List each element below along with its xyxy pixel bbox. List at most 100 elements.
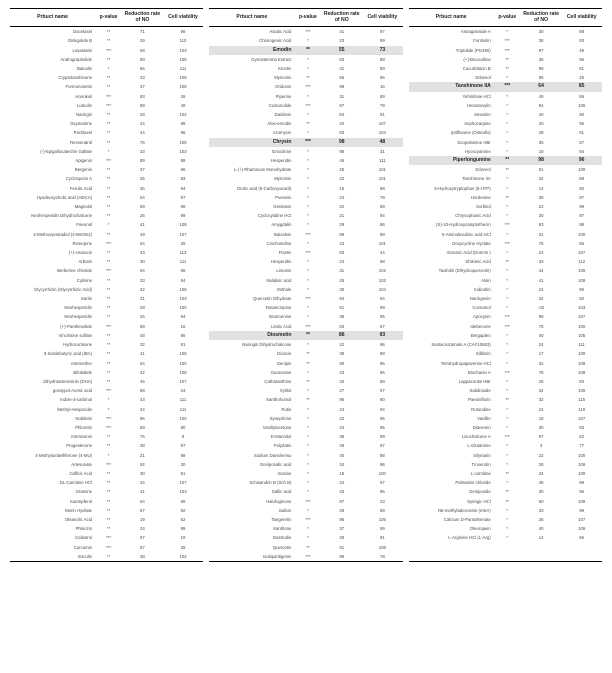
table-row: (+)-Bicuculline**3596 [409,55,602,64]
cell-pv: ** [95,359,122,368]
cell-cv: 112 [561,257,602,266]
cell-name: Triptolide (PG490) [409,46,494,55]
cell-rr: 22 [321,414,362,423]
cell-name: Idebenone [409,322,494,331]
cell-pv: ** [494,193,521,202]
cell-pv: * [294,285,321,294]
cell-pv: ** [494,165,521,174]
cell-pv: ** [95,55,122,64]
table-row: Costunolide***9779 [209,101,402,110]
cell-cv: 96 [362,340,403,349]
header-cv: Cell viability [561,9,602,27]
table-row: Glycyrrhizin (Glycyrrhizic Acid)**32106 [10,285,203,294]
table-row: Salicin*2989 [209,506,402,515]
cell-cv: 24 [163,386,204,395]
cell-rr: 94 [521,101,562,110]
table-row: Cucurbitacin B**9881 [409,64,602,73]
cell-cv: 88 [163,156,204,165]
table-row: Baicalin*66111 [10,64,203,73]
cell-rr: 29 [321,506,362,515]
cell-rr: 88 [122,386,163,395]
cell-name: Berberine chloride [10,266,95,275]
table-row: Halofuginone***9723 [209,497,402,506]
cell-rr: 24 [122,524,163,533]
cell-cv: 110 [163,36,204,45]
table-row: Andrographolide**90106 [10,55,203,64]
cell-pv: * [294,432,321,441]
cell-pv: * [494,506,521,515]
cell-rr: 54 [122,193,163,202]
table-row: Oridonin***9816 [209,82,402,91]
table-row: Daidzein*5491 [209,110,402,119]
cell-rr: 35 [122,174,163,183]
cell-name: Apocynin [409,312,494,321]
table-row: Hesperidin*46111 [209,156,402,165]
cell-name: Osthole [209,285,294,294]
cell-rr: 30 [521,423,562,432]
table-row: Osthole*30104 [209,285,402,294]
cell-rr: 32 [521,359,562,368]
cell-cv: 44 [362,248,403,257]
cell-pv: * [294,174,321,183]
cell-rr: 35 [521,55,562,64]
cell-rr: 31 [521,230,562,239]
table-row: Vanillylacetone*4495 [209,423,402,432]
cell-cv: 86 [561,239,602,248]
cell-rr: 43 [321,368,362,377]
cell-cv: 105 [561,331,602,340]
table-row: Naringin**28102 [10,110,203,119]
table-row: Catharanthine**4089 [209,377,402,386]
cell-rr: 21 [122,294,163,303]
cell-pv: * [294,239,321,248]
cell-name: Hyodeoxycholic acid (HDCA) [10,193,95,202]
cell-name: Scopolamine HBr [409,138,494,147]
cell-pv: * [294,128,321,137]
cell-cv: 99 [561,506,602,515]
cell-name: Icariin [10,294,95,303]
table-row: Syringic HCl**60109 [409,497,602,506]
cell-cv: 89 [362,377,403,386]
cell-cv: 107 [561,414,602,423]
table-row: L-Glutamine*377 [409,441,602,450]
cell-name: Calcium D-Pantothenate [409,515,494,524]
cell-pv: * [294,487,321,496]
cell-rr: 34 [521,294,562,303]
cell-name: Geniposidic acid [209,460,294,469]
cell-cv: 96 [362,487,403,496]
table-row: Polydatin*4897 [209,441,402,450]
cell-cv: 99 [362,36,403,45]
cell-name: Genistein [209,202,294,211]
table-row: Litolic Acid***8387 [209,322,402,331]
cell-pv: ** [95,524,122,533]
cell-name: Hesperidin [209,257,294,266]
cell-name: Vanillylacetone [209,423,294,432]
cell-name: Asiatic Acid [209,27,294,37]
cell-name: Lappaconite HBr [409,377,494,386]
cell-rr: 98 [321,147,362,156]
cell-pv: *** [95,543,122,552]
cell-cv: 109 [561,386,602,395]
cell-cv: 48 [163,101,204,110]
cell-pv: ** [95,340,122,349]
cell-cv: 94 [163,184,204,193]
table-row: Forskolin***3893 [409,36,602,45]
table-row: Troxerutin*28106 [409,460,602,469]
cell-cv: 94 [163,312,204,321]
cell-rr: 61 [321,303,362,312]
cell-name: 5-Aminolevulinic acid HCl [409,230,494,239]
cell-rr: 64 [122,359,163,368]
cell-cv: 90 [561,110,602,119]
cell-pv: ** [95,368,122,377]
cell-pv: *** [95,386,122,395]
cell-cv: 97 [561,193,602,202]
table-row: Quercetin Dihydrate***9464 [209,294,402,303]
cell-rr: 48 [122,331,163,340]
table-row: Bergapten*40105 [409,331,602,340]
cell-pv: ** [95,515,122,524]
table-row: 4-Methylumbelliferone (4-MU)*2198 [10,451,203,460]
table-row: Synephrine*2295 [209,414,402,423]
table-row: Methyl-Hesperidin*34111 [10,405,203,414]
cell-pv [494,543,521,552]
cell-pv: * [95,395,122,404]
table-row: Luteolin***8948 [10,101,203,110]
